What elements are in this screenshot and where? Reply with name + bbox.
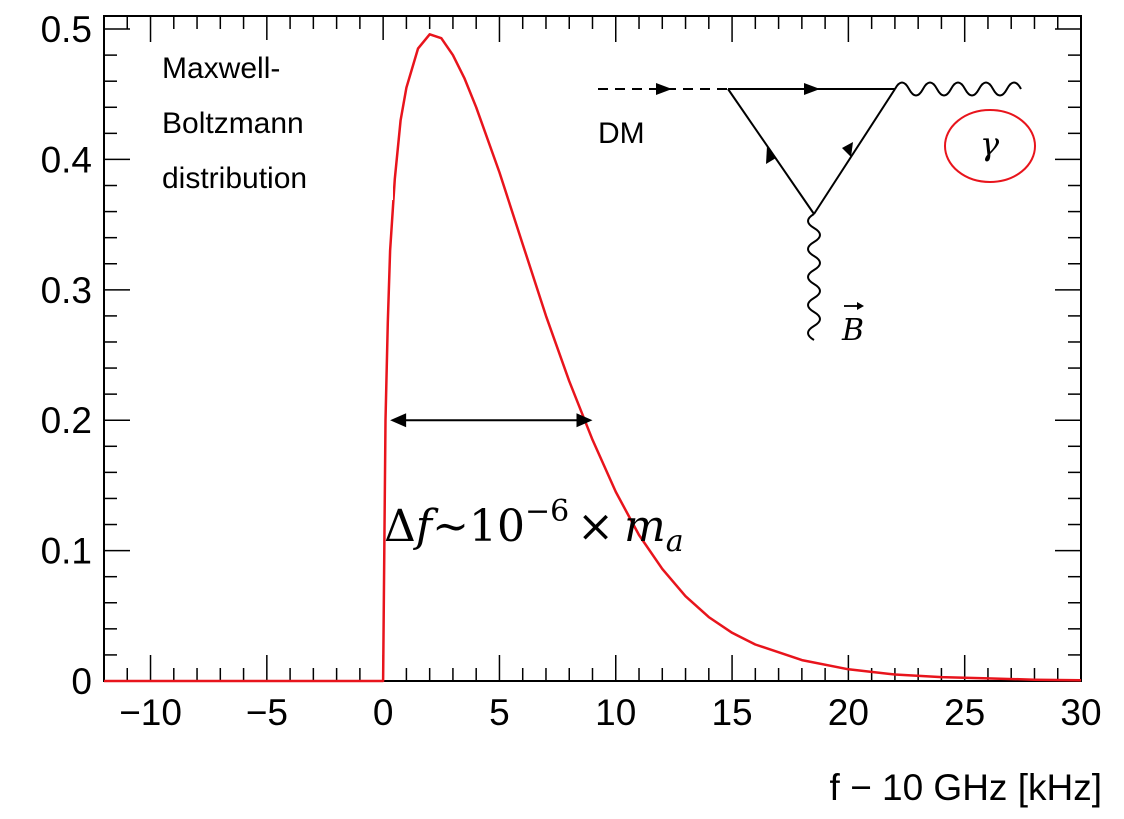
x-tick-label: −5 bbox=[246, 692, 288, 733]
loop-right-arrow bbox=[842, 142, 853, 157]
y-tick-label: 0.4 bbox=[41, 139, 92, 180]
gamma-label: γ bbox=[980, 125, 1000, 163]
feynman-diagram: DM γ B bbox=[598, 81, 1036, 348]
loop-top-arrow bbox=[804, 83, 820, 95]
annotation-line-3: distribution bbox=[162, 162, 307, 195]
y-tick-label: 0.1 bbox=[41, 531, 92, 572]
x-tick-label: 30 bbox=[1060, 692, 1101, 733]
loop-left-arrow bbox=[766, 146, 776, 164]
b-vector-arrow bbox=[857, 302, 864, 310]
distribution-annotation: Maxwell- Boltzmann distribution bbox=[155, 40, 393, 200]
x-tick-label: 0 bbox=[373, 692, 394, 733]
axis-tick-labels: −10 −5 0 5 10 15 20 25 30 0 0.1 0.2 0.3 0.4 0.5 bbox=[41, 9, 1102, 733]
x-tick-label: −10 bbox=[119, 692, 182, 733]
x-tick-label: 20 bbox=[828, 692, 869, 733]
gamma-circle bbox=[944, 109, 1036, 183]
width-label-sim: ∼10 bbox=[432, 501, 525, 552]
series bbox=[104, 33, 1082, 683]
dm-label: DM bbox=[598, 117, 645, 150]
b-field-wavy-line bbox=[807, 213, 821, 341]
width-arrow-right-head bbox=[576, 413, 593, 428]
width-label-m: m bbox=[624, 501, 666, 552]
x-tick-label: 25 bbox=[944, 692, 985, 733]
axis-ticks bbox=[103, 16, 1082, 682]
loop-right-edge bbox=[813, 88, 896, 215]
y-tick-label: 0 bbox=[71, 661, 92, 702]
width-label-times: × bbox=[577, 501, 614, 552]
width-label-delta: Δ bbox=[384, 501, 416, 552]
annotation-line-1: Maxwell- bbox=[162, 52, 280, 85]
width-arrow-left-head bbox=[390, 413, 407, 428]
width-label: Δf∼10−6 × ma bbox=[384, 494, 684, 559]
photon-wavy-line bbox=[894, 81, 1022, 97]
annotation-line-2: Boltzmann bbox=[162, 107, 304, 140]
series-line-0 bbox=[104, 33, 1082, 683]
annotation-background bbox=[155, 40, 393, 200]
width-arrow bbox=[390, 413, 593, 428]
x-tick-label: 15 bbox=[711, 692, 752, 733]
width-label-exponent: −6 bbox=[525, 494, 569, 529]
x-axis-label: f − 10 GHz [kHz] bbox=[830, 767, 1102, 808]
width-label-subscript: a bbox=[666, 524, 684, 559]
dm-arrow-head bbox=[656, 83, 672, 95]
y-tick-label: 0.2 bbox=[41, 400, 92, 441]
y-tick-label: 0.5 bbox=[41, 9, 92, 50]
x-tick-label: 5 bbox=[489, 692, 510, 733]
b-label: B bbox=[841, 313, 864, 348]
x-tick-label: 10 bbox=[595, 692, 636, 733]
y-tick-label: 0.3 bbox=[41, 270, 92, 311]
